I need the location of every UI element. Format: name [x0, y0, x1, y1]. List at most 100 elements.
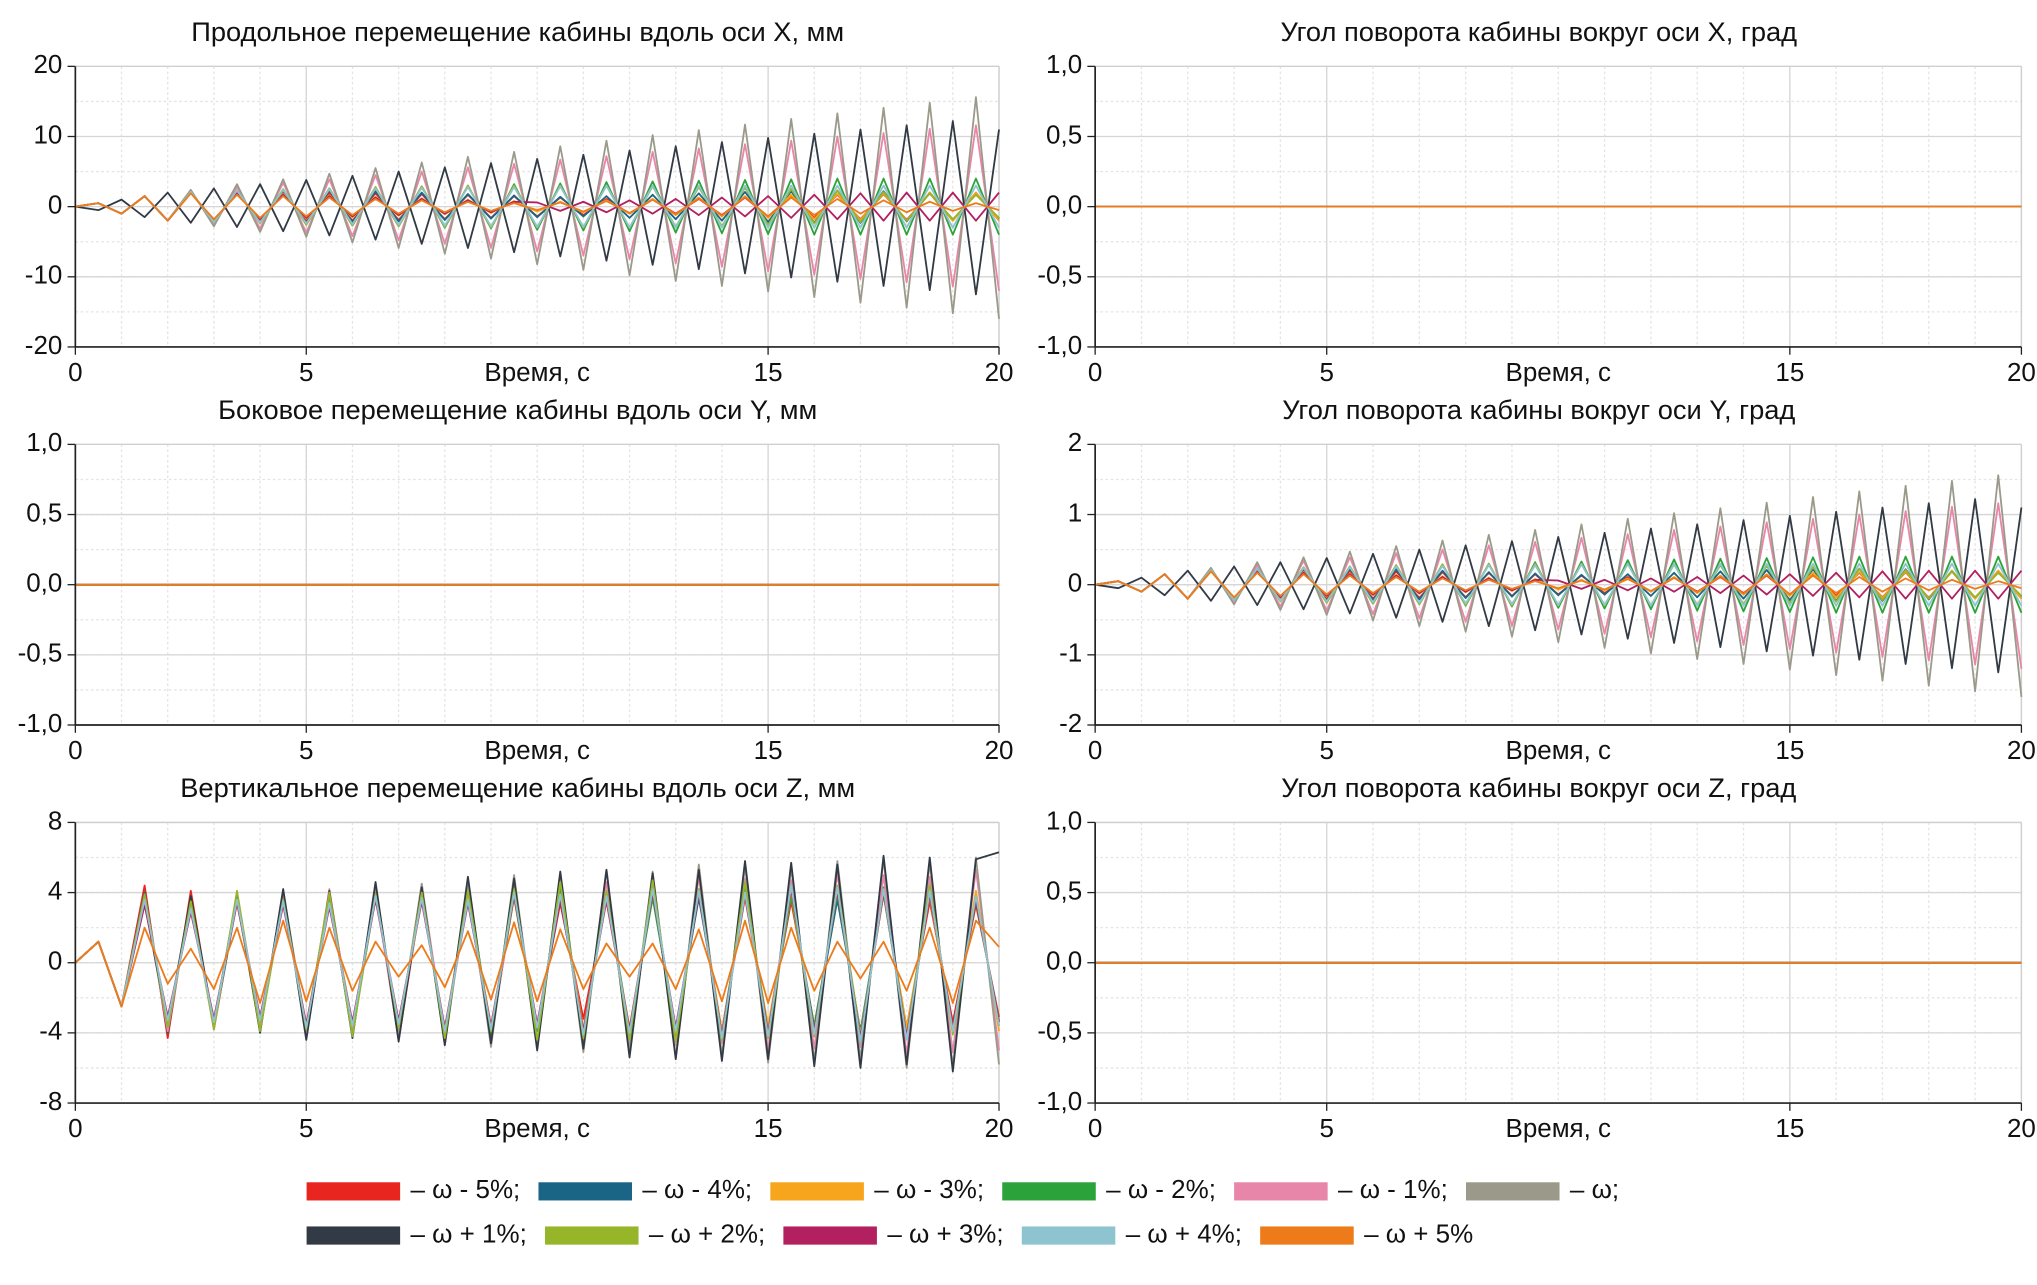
y-tick-label: 0,5 [26, 497, 62, 527]
y-tick-label: -4 [39, 1016, 62, 1046]
x-tick-label: 20 [985, 357, 1014, 387]
x-tick-label: 5 [1319, 1113, 1333, 1143]
x-tick-label: 20 [985, 1113, 1014, 1143]
y-tick-label: -0,5 [1037, 1016, 1082, 1046]
legend-swatch [544, 1226, 639, 1245]
chart-title: Угол поворота кабины вокруг оси Z, град [1281, 772, 1796, 803]
legend-swatch [1021, 1226, 1116, 1245]
y-tick-label: 0 [1068, 568, 1082, 598]
legend-swatch [306, 1226, 401, 1245]
y-tick-label: 0,5 [1046, 875, 1082, 905]
x-axis-label: Время, с [1506, 735, 1612, 765]
chart-title: Боковое перемещение кабины вдоль оси Y, … [218, 394, 817, 425]
legend-label: – ω - 4%; [642, 1174, 752, 1204]
legend-label: – ω - 2%; [1106, 1174, 1216, 1204]
x-tick-label: 15 [754, 357, 783, 387]
x-tick-label: 0 [1088, 357, 1102, 387]
y-tick-label: -0,5 [1037, 260, 1082, 290]
x-tick-label: 15 [1775, 735, 1804, 765]
y-tick-label: 0,0 [1046, 946, 1082, 976]
legend-label: – ω - 3%; [874, 1174, 984, 1204]
legend-swatch [1465, 1182, 1560, 1201]
series-line [1095, 474, 2023, 698]
series-line [1095, 562, 2023, 607]
y-tick-label: 1,0 [1046, 805, 1082, 835]
legend-label: – ω + 2%; [649, 1218, 765, 1248]
y-tick-label: -0,5 [18, 638, 63, 668]
y-tick-label: 10 [33, 119, 62, 149]
y-tick-label: -1,0 [18, 708, 63, 738]
legend-label: – ω + 1%; [411, 1218, 527, 1248]
series-line [1095, 570, 2022, 600]
x-tick-label: 20 [2007, 1113, 2036, 1143]
x-axis-label: Время, с [1506, 1113, 1612, 1143]
x-tick-label: 0 [68, 735, 82, 765]
y-tick-label: 20 [33, 49, 62, 79]
series-line [75, 96, 1000, 319]
legend-label: – ω - 5%; [411, 1174, 521, 1204]
legend-swatch [770, 1182, 864, 1201]
x-tick-label: 0 [68, 1113, 82, 1143]
y-tick-label: 0,0 [26, 568, 62, 598]
x-tick-label: 15 [754, 1113, 783, 1143]
x-axis-label: Время, с [484, 357, 590, 387]
series-line [75, 192, 1000, 222]
chart-title: Угол поворота кабины вокруг оси X, град [1280, 16, 1797, 47]
legend-swatch [538, 1182, 633, 1201]
chart-title: Вертикальное перемещение кабины вдоль ос… [180, 772, 855, 803]
legend-label: – ω; [1570, 1174, 1619, 1204]
y-tick-label: 0,5 [1046, 119, 1082, 149]
y-tick-label: 1,0 [1046, 49, 1082, 79]
y-tick-label: 8 [48, 805, 62, 835]
y-tick-label: 1 [1068, 497, 1082, 527]
series-line [75, 184, 1000, 229]
x-tick-label: 5 [1319, 357, 1333, 387]
series-line [1095, 498, 2023, 674]
legend-label: – ω + 4%; [1126, 1218, 1242, 1248]
y-tick-label: -1 [1059, 638, 1082, 668]
x-tick-label: 5 [299, 735, 313, 765]
y-tick-label: 4 [48, 875, 62, 905]
x-tick-label: 20 [985, 735, 1014, 765]
x-tick-label: 0 [68, 357, 82, 387]
y-tick-label: -20 [25, 330, 63, 360]
x-tick-label: 20 [2007, 357, 2036, 387]
x-tick-label: 0 [1088, 1113, 1102, 1143]
legend-swatch [1002, 1182, 1096, 1201]
legend-label: – ω + 5% [1364, 1218, 1473, 1248]
series-line [74, 884, 1000, 1043]
x-tick-label: 15 [1775, 357, 1804, 387]
x-tick-label: 0 [1088, 735, 1102, 765]
legend-swatch [1234, 1182, 1328, 1201]
y-tick-label: -1,0 [1037, 330, 1082, 360]
legend-swatch [783, 1226, 877, 1245]
x-tick-label: 15 [1775, 1113, 1804, 1143]
legend-swatch [1260, 1226, 1354, 1245]
y-tick-label: 2 [1068, 427, 1082, 457]
y-tick-label: 0 [48, 190, 62, 220]
series-line [75, 120, 1000, 296]
y-tick-label: -8 [39, 1086, 62, 1116]
legend-label: – ω - 1%; [1338, 1174, 1448, 1204]
chart-title: Продольное перемещение кабины вдоль оси … [191, 16, 844, 47]
x-axis-label: Время, с [484, 735, 590, 765]
x-tick-label: 5 [299, 357, 313, 387]
x-axis-label: Время, с [1506, 357, 1612, 387]
x-tick-label: 5 [299, 1113, 313, 1143]
y-tick-label: -1,0 [1037, 1086, 1082, 1116]
series-line [74, 919, 1000, 1008]
chart-title: Угол поворота кабины вокруг оси Y, град [1282, 394, 1795, 425]
y-tick-label: -10 [25, 260, 63, 290]
legend-label: – ω + 3%; [887, 1218, 1003, 1248]
y-tick-label: 0 [48, 946, 62, 976]
x-axis-label: Время, с [484, 1113, 590, 1143]
y-tick-label: -2 [1059, 708, 1082, 738]
y-tick-label: 1,0 [26, 427, 62, 457]
y-tick-label: 0,0 [1046, 190, 1082, 220]
x-tick-label: 15 [754, 735, 783, 765]
x-tick-label: 20 [2007, 735, 2036, 765]
x-tick-label: 5 [1319, 735, 1333, 765]
